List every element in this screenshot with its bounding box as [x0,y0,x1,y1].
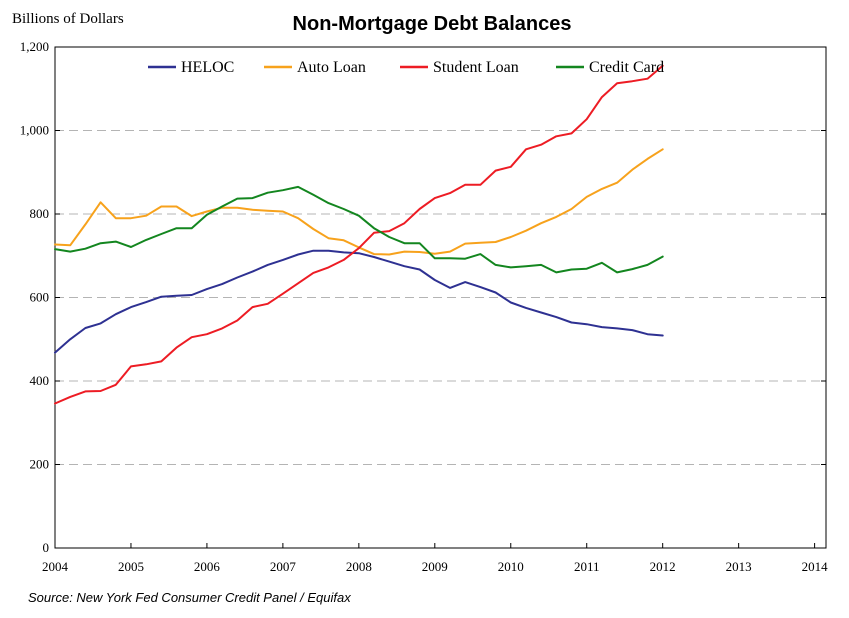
chart-title: Non-Mortgage Debt Balances [293,13,572,35]
legend-label-auto-loan: Auto Loan [297,59,366,76]
x-tick-label: 2007 [270,559,297,574]
series-line-student-loan [54,64,664,405]
x-tick-label: 2011 [574,559,600,574]
x-tick-label: 2010 [498,559,524,574]
y-tick-label: 200 [30,457,50,472]
x-tick-label: 2008 [346,559,372,574]
x-tick-label: 2013 [726,559,752,574]
series-lines [54,64,664,405]
y-tick-label: 600 [30,290,50,305]
y-tick-label: 400 [30,373,50,388]
y-tick-label: 0 [43,540,50,555]
y-tick-label: 1,000 [20,123,49,138]
y-axis-ticks: 0 200 400 600 800 1,000 1,200 [20,39,826,555]
x-tick-label: 2009 [422,559,448,574]
x-tick-label: 2006 [194,559,221,574]
legend-label-heloc: HELOC [181,59,234,76]
series-line-heloc [54,249,664,354]
series-line-credit-card [54,185,664,274]
y-tick-label: 800 [30,206,50,221]
x-tick-label: 2005 [118,559,144,574]
legend: HELOC Auto Loan Student Loan Credit Card [148,59,664,76]
x-axis-ticks: 2004 2005 2006 2007 2008 2009 2010 2011 2012 2013… [42,543,828,574]
x-tick-label: 2012 [650,559,676,574]
legend-label-credit-card: Credit Card [589,59,664,76]
x-tick-label: 2004 [42,559,69,574]
series-line-auto-loan [54,148,664,256]
legend-label-student-loan: Student Loan [433,59,519,76]
x-tick-label: 2014 [802,559,829,574]
y-tick-label: 1,200 [20,39,49,54]
source-note: Source: New York Fed Consumer Credit Pan… [28,590,351,605]
gridlines [55,130,826,465]
y-axis-label: Billions of Dollars [12,11,124,27]
